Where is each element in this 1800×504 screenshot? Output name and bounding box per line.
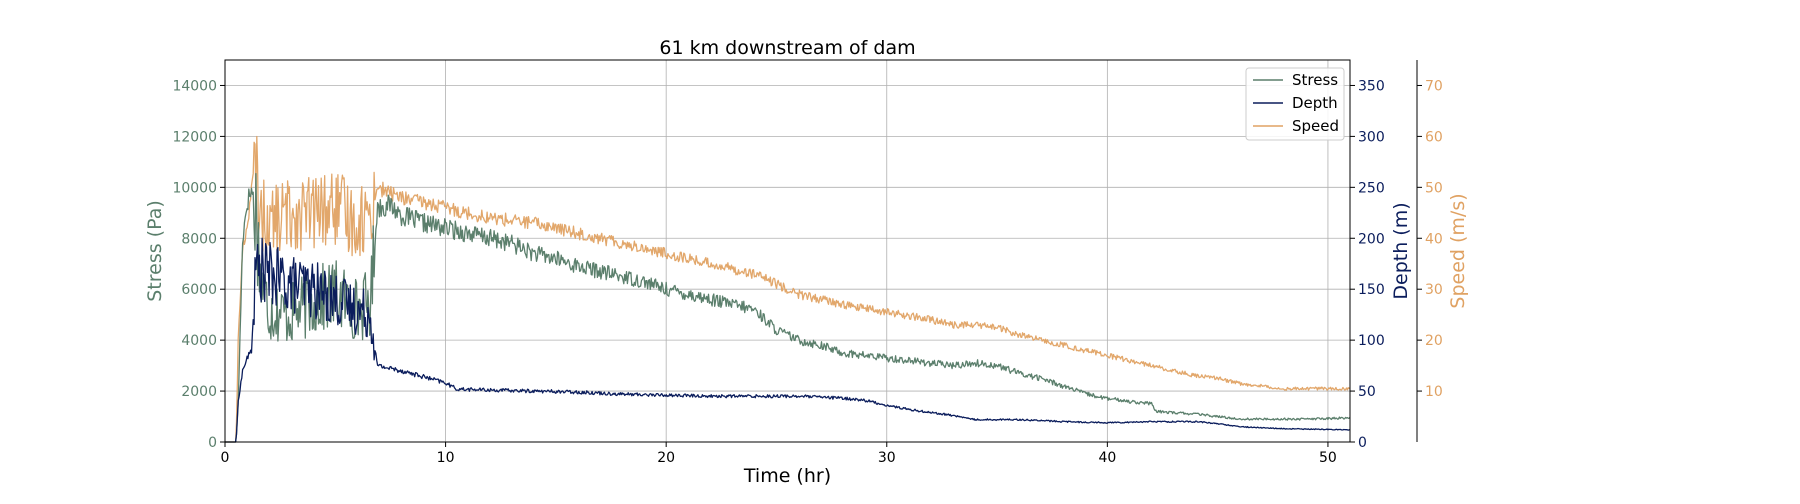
x-tick-label: 30	[878, 450, 896, 466]
depth-tick-label: 200	[1358, 231, 1385, 247]
depth-tick-label: 300	[1358, 129, 1385, 145]
stress-tick-label: 0	[208, 435, 217, 451]
depth-tick-label: 100	[1358, 333, 1385, 349]
x-tick-label: 20	[657, 450, 675, 466]
plot-frame	[224, 59, 1351, 443]
stress-tick-label: 4000	[181, 333, 217, 349]
speed-tick-label: 10	[1425, 384, 1443, 400]
stress-tick-label: 8000	[181, 231, 217, 247]
stress-tick-label: 10000	[172, 180, 217, 196]
legend-label-depth: Depth	[1292, 94, 1338, 112]
speed-tick-label: 20	[1425, 333, 1443, 349]
stress-axis-label: Stress (Pa)	[144, 200, 166, 302]
series-layer	[225, 135, 1351, 443]
speed-tick-label: 30	[1425, 282, 1443, 298]
axes: 0 10 20 30 40 5002000400060008000100001200014…	[172, 60, 1443, 466]
speed-tick-label: 50	[1425, 180, 1443, 196]
series-line-speed	[225, 135, 1351, 443]
x-axis-label: Time (hr)	[743, 465, 831, 487]
speed-tick-label: 60	[1425, 129, 1443, 145]
x-tick-label: 10	[437, 450, 455, 466]
speed-axis-label: Speed (m/s)	[1447, 193, 1469, 308]
speed-tick-label: 40	[1425, 231, 1443, 247]
depth-tick-label: 50	[1358, 384, 1376, 400]
plot-background	[225, 60, 1350, 442]
stress-tick-label: 2000	[181, 384, 217, 400]
speed-tick-label: 70	[1425, 78, 1443, 94]
depth-axis-label: Depth (m)	[1390, 202, 1412, 299]
depth-tick-label: 250	[1358, 180, 1385, 196]
x-tick-label: 0	[221, 450, 230, 466]
chart-title: 61 km downstream of dam	[659, 37, 915, 59]
legend-box	[1245, 67, 1345, 141]
plot-area	[224, 59, 1351, 443]
stress-tick-label: 12000	[172, 129, 217, 145]
stress-tick-label: 6000	[181, 282, 217, 298]
series-line-stress	[225, 172, 1351, 443]
series-line-depth	[225, 237, 1351, 443]
x-tick-label: 40	[1098, 450, 1116, 466]
stress-tick-label: 14000	[172, 78, 217, 94]
legend: Stress Depth Speed	[1245, 67, 1345, 141]
depth-tick-label: 150	[1358, 282, 1385, 298]
x-tick-label: 50	[1319, 450, 1337, 466]
depth-tick-label: 350	[1358, 78, 1385, 94]
legend-label-speed: Speed	[1292, 117, 1339, 135]
legend-label-stress: Stress	[1292, 71, 1338, 89]
depth-tick-label: 0	[1358, 435, 1367, 451]
